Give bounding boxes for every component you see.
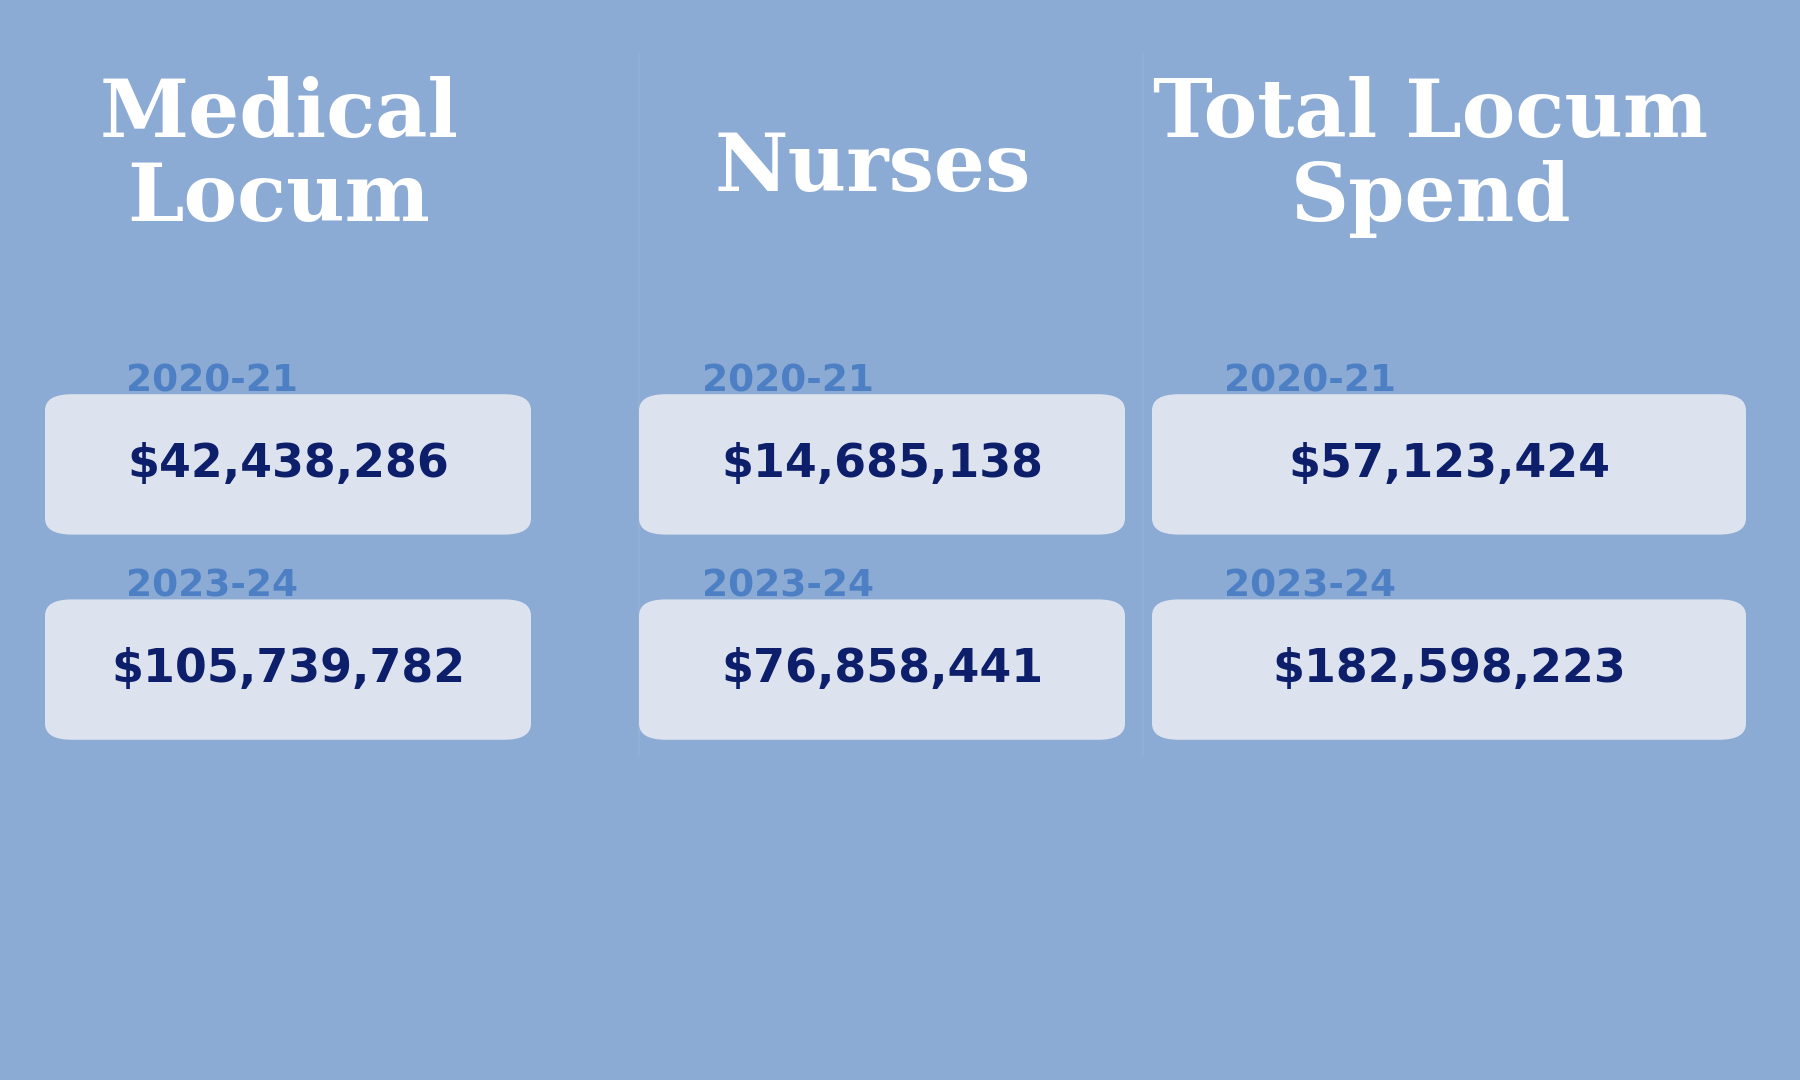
Text: $105,739,782: $105,739,782 [112, 647, 464, 692]
Text: 2023-24: 2023-24 [1224, 569, 1397, 605]
Text: Medical
Locum: Medical Locum [99, 76, 459, 238]
Text: $14,685,138: $14,685,138 [722, 442, 1042, 487]
FancyBboxPatch shape [45, 599, 531, 740]
FancyBboxPatch shape [1152, 599, 1746, 740]
Text: 2023-24: 2023-24 [126, 569, 299, 605]
Text: $57,123,424: $57,123,424 [1289, 442, 1609, 487]
Text: $76,858,441: $76,858,441 [722, 647, 1042, 692]
FancyBboxPatch shape [639, 394, 1125, 535]
Text: Nurses: Nurses [715, 130, 1031, 207]
Text: 2023-24: 2023-24 [702, 569, 875, 605]
FancyBboxPatch shape [1152, 394, 1746, 535]
Text: 2020-21: 2020-21 [126, 364, 299, 400]
Text: $182,598,223: $182,598,223 [1273, 647, 1625, 692]
FancyBboxPatch shape [45, 394, 531, 535]
Text: Total Locum
Spend: Total Locum Spend [1154, 76, 1708, 238]
Text: 2020-21: 2020-21 [702, 364, 875, 400]
FancyBboxPatch shape [639, 599, 1125, 740]
Text: $42,438,286: $42,438,286 [128, 442, 448, 487]
Text: 2020-21: 2020-21 [1224, 364, 1397, 400]
